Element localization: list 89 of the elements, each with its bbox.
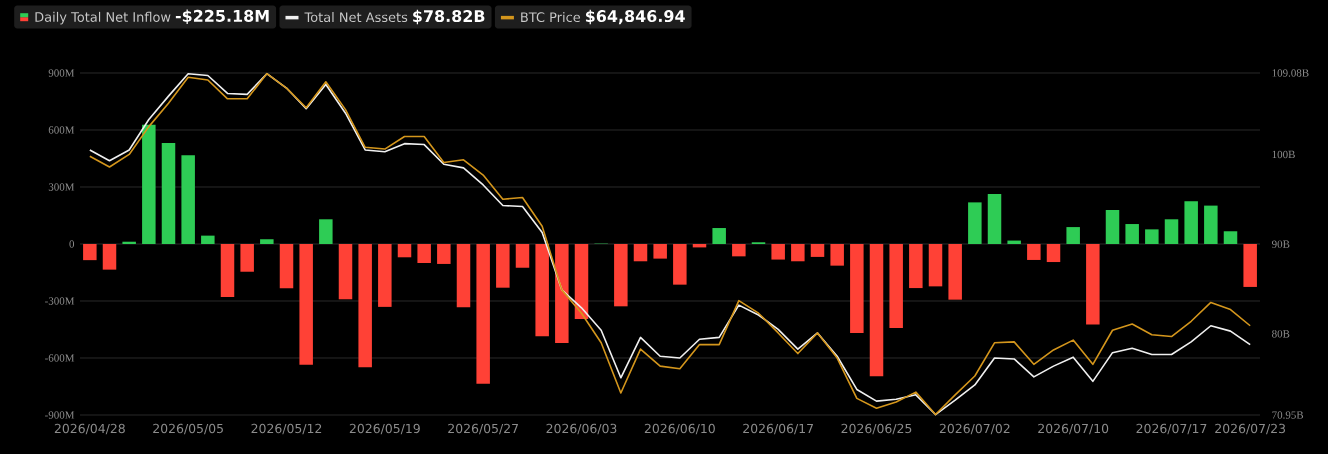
bar <box>791 243 805 262</box>
bar <box>378 243 392 307</box>
line-series <box>89 72 1251 416</box>
y-tick-label: 600M <box>48 126 75 134</box>
bar <box>1164 219 1179 244</box>
x-tick-label: 2026/07/17 <box>1136 423 1207 435</box>
bar <box>1046 243 1061 263</box>
x-tick-label: 2026/05/27 <box>448 423 518 435</box>
x-tick-label: 2026/04/28 <box>54 423 125 435</box>
bar <box>260 239 274 244</box>
x-tick-label: 2026/06/25 <box>841 423 912 435</box>
bar <box>456 243 471 308</box>
legend-label: Daily Total Net Inflow <box>35 11 171 25</box>
bar <box>909 243 923 289</box>
y2-tick-label: 100B <box>1272 150 1295 159</box>
y-tick-label: 900M <box>48 69 75 77</box>
x-tick-label: 2026/05/05 <box>153 423 223 435</box>
x-tick-label: 2026/07/10 <box>1038 423 1109 435</box>
bar <box>437 243 451 264</box>
bar <box>948 243 962 300</box>
bar <box>201 235 215 244</box>
bar <box>987 194 1002 244</box>
bar <box>928 243 943 287</box>
bar <box>1223 231 1238 244</box>
bar <box>1243 243 1257 287</box>
text: -$225.18M <box>175 9 269 25</box>
bar <box>240 243 254 272</box>
x-tick-label: 2026/06/10 <box>644 423 715 435</box>
bar <box>673 243 687 285</box>
legend-label: BTC Price <box>521 12 581 23</box>
y2-tick-label: 70.95B <box>1272 411 1304 419</box>
x-tick-label: 2026/06/17 <box>743 423 813 435</box>
bar <box>830 243 844 266</box>
bar <box>653 243 667 259</box>
bar <box>181 155 195 244</box>
legend-label: Total Net Assets <box>304 12 408 23</box>
bar <box>142 124 156 244</box>
bar <box>122 241 136 244</box>
x-tick-label: 2026/06/03 <box>546 423 617 435</box>
bar <box>1145 229 1159 244</box>
bar <box>220 243 235 297</box>
bar <box>397 243 412 258</box>
text: $78.82B <box>413 9 485 25</box>
bar <box>417 243 431 263</box>
bar <box>319 219 333 244</box>
bar <box>968 202 982 244</box>
x-tick-label: 2026/05/19 <box>349 423 420 435</box>
bar <box>1125 224 1139 244</box>
bar <box>1086 243 1100 325</box>
y2-tick-label: 90B <box>1272 240 1290 248</box>
bar <box>889 243 903 328</box>
y-tick-label: 300M <box>48 183 75 191</box>
bar <box>1007 240 1021 244</box>
x-tick-label: 2026/07/23 <box>1215 423 1286 435</box>
bar <box>1184 201 1198 244</box>
bar <box>1105 209 1120 244</box>
bar <box>535 243 549 337</box>
y-tick-label: 0 <box>69 240 75 248</box>
bar <box>574 243 589 320</box>
y2-tick-label: 80B <box>1272 330 1290 338</box>
x-tick-label: 2026/05/12 <box>251 423 322 435</box>
bar <box>732 243 746 257</box>
x-tick-label: 2026/07/02 <box>939 423 1010 435</box>
bar <box>515 243 530 268</box>
y2-tick-label: 109.08B <box>1272 69 1309 77</box>
bar <box>83 243 97 261</box>
bar <box>614 243 628 307</box>
text: $64,846.94 <box>585 9 685 25</box>
bar <box>279 243 294 289</box>
bar <box>161 143 176 244</box>
bar <box>476 243 490 384</box>
bar <box>1204 205 1218 244</box>
bar <box>810 243 825 257</box>
bar <box>1066 227 1080 244</box>
bar <box>633 243 648 262</box>
bar <box>555 243 569 343</box>
bar <box>1027 243 1041 260</box>
bar <box>102 243 117 270</box>
y-tick-label: -900M <box>45 411 75 419</box>
bar <box>299 243 313 365</box>
bar <box>869 243 884 377</box>
bar <box>338 243 353 300</box>
bar <box>358 243 372 368</box>
y-tick-label: -300M <box>45 297 75 305</box>
bar <box>712 228 726 244</box>
bar <box>496 243 510 288</box>
y-tick-label: -600M <box>45 354 75 362</box>
bar <box>771 243 785 260</box>
bar <box>850 243 864 333</box>
